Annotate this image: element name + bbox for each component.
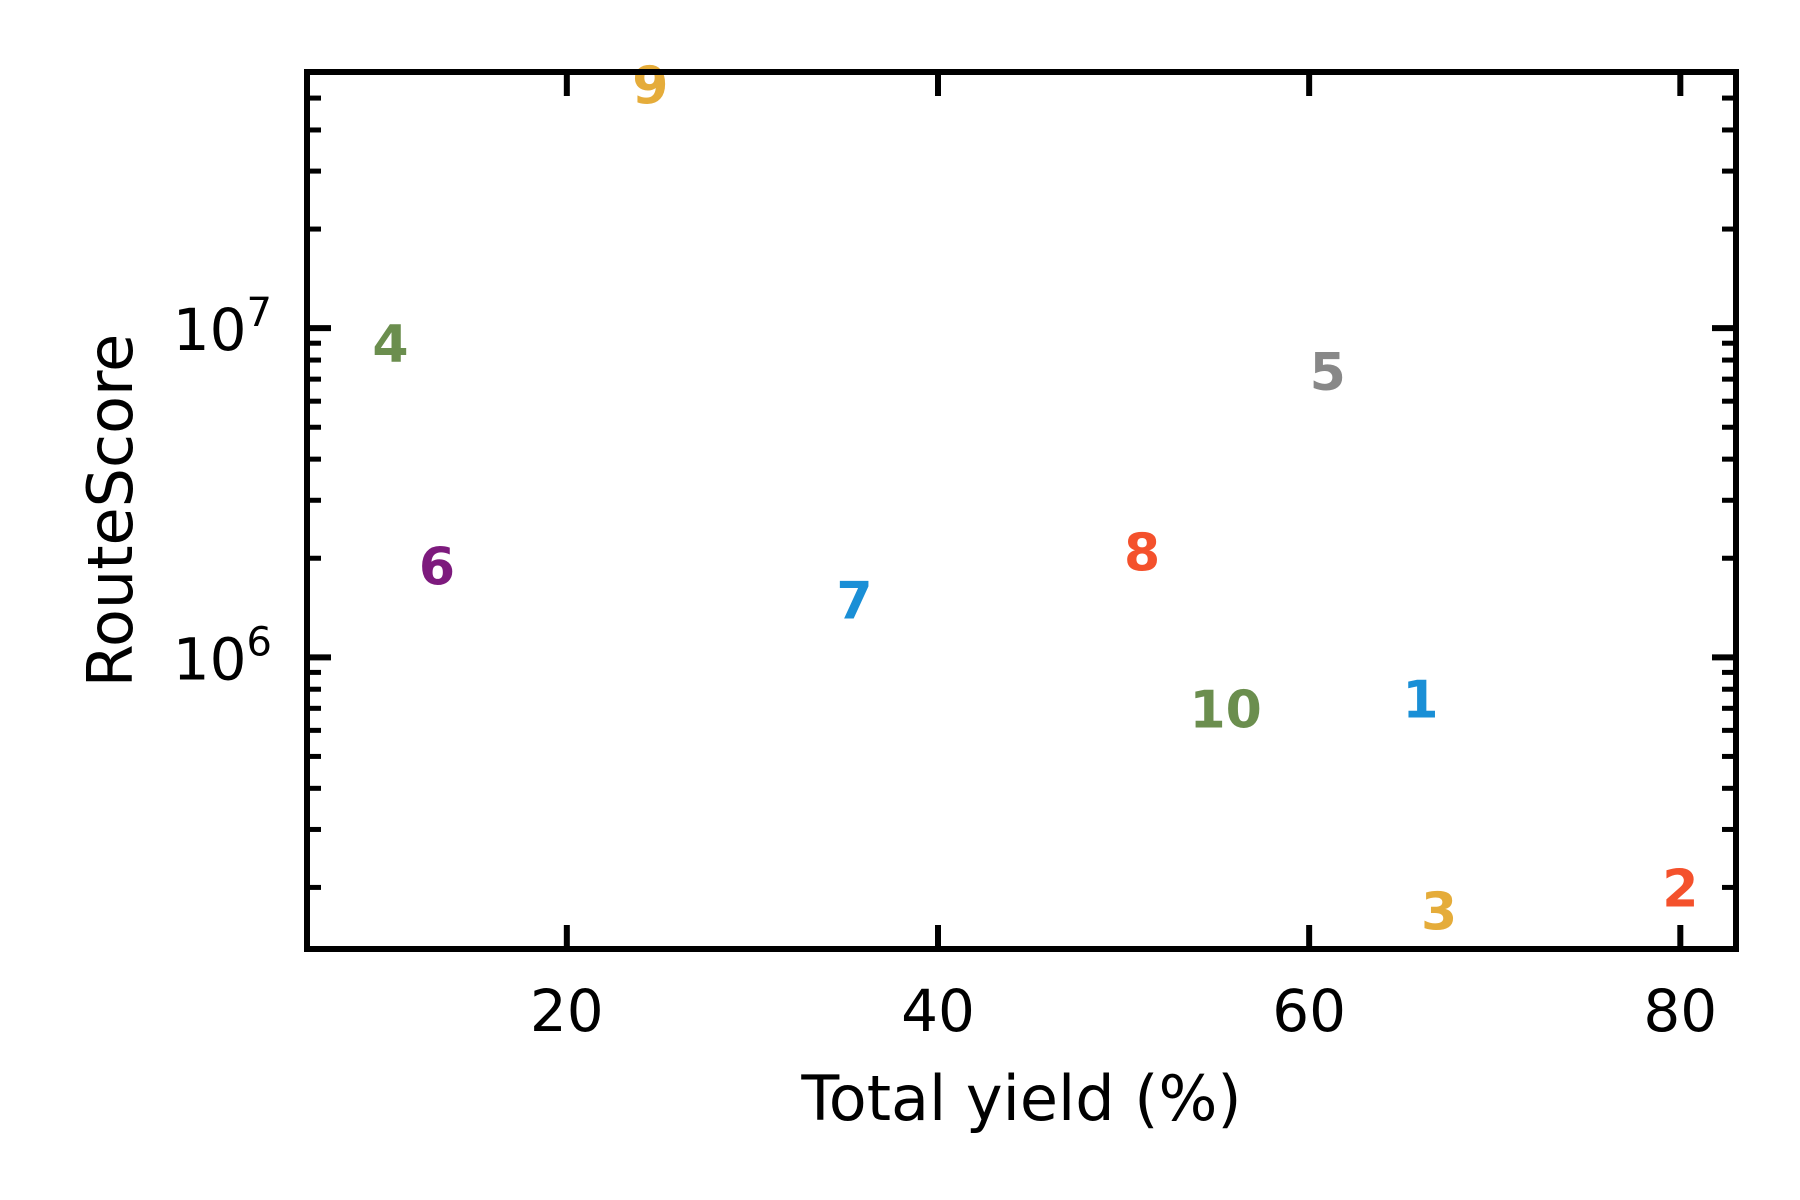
plot-area: 1 2 3 4 5 6 7 8 9 10 [372, 56, 1698, 942]
data-point-6: 6 [419, 538, 455, 598]
data-point-2: 2 [1662, 859, 1698, 919]
axis-ticks [307, 69, 1736, 949]
x-axis-label: Total yield (%) [800, 1062, 1241, 1135]
y-tick-label: 106 [173, 619, 272, 693]
x-tick-label: 40 [901, 977, 975, 1045]
y-tick-label: 107 [173, 290, 272, 364]
data-point-4: 4 [372, 315, 408, 375]
data-point-8: 8 [1124, 523, 1160, 583]
data-point-1: 1 [1402, 670, 1438, 730]
x-tick-label: 60 [1272, 977, 1346, 1045]
y-axis-label: RouteScore [74, 334, 147, 688]
data-point-10: 10 [1189, 680, 1261, 740]
plot-frame [304, 69, 1739, 952]
data-point-5: 5 [1310, 343, 1346, 403]
x-tick-label: 80 [1643, 977, 1717, 1045]
data-point-7: 7 [836, 571, 872, 631]
x-tick-label: 20 [530, 977, 604, 1045]
data-point-3: 3 [1421, 883, 1457, 943]
data-point-9: 9 [632, 56, 668, 116]
